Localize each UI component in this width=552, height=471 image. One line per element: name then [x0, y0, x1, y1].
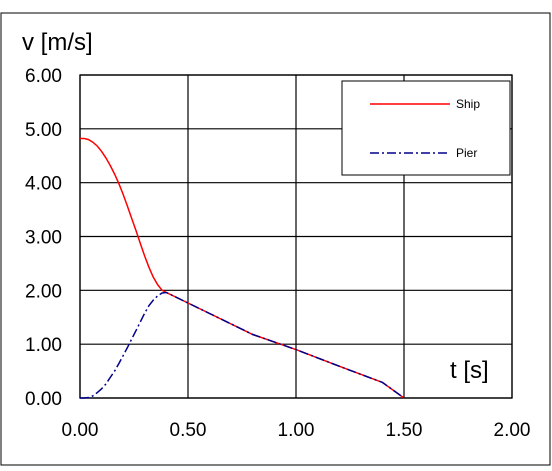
y-tick-label: 1.00: [25, 335, 62, 356]
x-tick-label: 2.00: [494, 420, 531, 441]
y-tick-label: 3.00: [25, 228, 62, 249]
y-tick-labels: 0.00 1.00 2.00 3.00 4.00 5.00 6.00: [25, 66, 62, 410]
x-tick-labels: 0.00 0.50 1.00 1.50 2.00: [62, 420, 531, 441]
legend-label-ship: Ship: [456, 97, 480, 111]
x-tick-label: 1.00: [278, 420, 315, 441]
x-tick-label: 0.50: [170, 420, 207, 441]
x-axis-title-background: [438, 350, 508, 388]
legend: Ship Pier: [341, 80, 511, 176]
series-lines: [80, 137, 405, 399]
y-tick-label: 0.00: [25, 389, 62, 410]
plot-area-border: [79, 74, 513, 399]
y-axis-title: v [m/s]: [22, 29, 93, 56]
x-tick-label: 0.00: [62, 420, 99, 441]
x-tick-label: 1.50: [386, 420, 423, 441]
y-tick-label: 5.00: [25, 120, 62, 141]
y-tick-label: 2.00: [25, 281, 62, 302]
legend-label-pier: Pier: [456, 146, 477, 160]
legend-box: [341, 80, 511, 176]
series-line-pier: [80, 291, 405, 399]
y-tick-label: 6.00: [25, 66, 62, 87]
y-tick-label: 4.00: [25, 174, 62, 195]
x-axis-title: t [s]: [450, 357, 489, 384]
